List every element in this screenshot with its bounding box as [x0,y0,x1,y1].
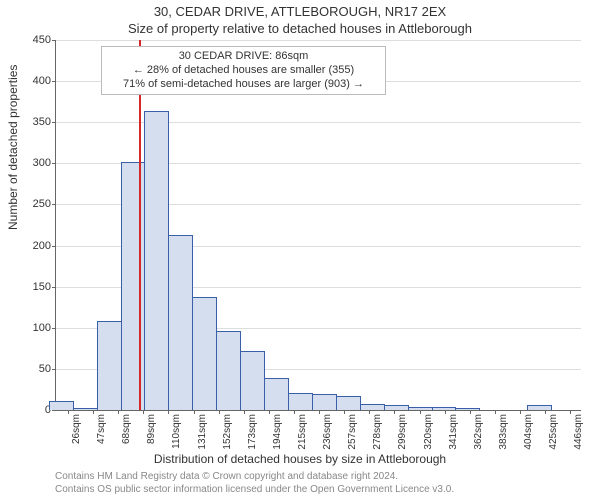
histogram-bar [49,401,74,410]
xtick-mark [470,410,471,414]
xtick-label: 173sqm [247,414,258,450]
plot-area: 05010015020025030035040045026sqm47sqm68s… [55,40,581,411]
histogram-bar [144,111,169,410]
xtick-mark [570,410,571,414]
ytick-label: 100 [33,322,51,334]
ytick-mark [52,81,56,82]
xtick-mark [495,410,496,414]
copyright-line-1: Contains HM Land Registry data © Crown c… [55,470,454,483]
ytick-mark [52,287,56,288]
xtick-mark [93,410,94,414]
chart-subtitle: Size of property relative to detached ho… [0,21,600,36]
xtick-label: 362sqm [473,414,484,450]
xtick-mark [545,410,546,414]
xtick-label: 278sqm [372,414,383,450]
ytick-label: 50 [39,363,51,375]
xtick-mark [219,410,220,414]
histogram-bar [97,321,122,410]
ytick-mark [52,410,56,411]
xtick-label: 257sqm [347,414,358,450]
xtick-label: 341sqm [448,414,459,450]
histogram-bar [312,394,337,410]
ytick-mark [52,369,56,370]
xtick-mark [445,410,446,414]
grid-line [56,122,581,123]
xtick-mark [420,410,421,414]
xtick-mark [369,410,370,414]
chart-container: 30, CEDAR DRIVE, ATTLEBOROUGH, NR17 2EX … [0,0,600,500]
ytick-mark [52,122,56,123]
annotation-line: ← 28% of detached houses are smaller (35… [108,64,379,78]
xtick-label: 152sqm [222,414,233,450]
xtick-mark [520,410,521,414]
annotation-box: 30 CEDAR DRIVE: 86sqm← 28% of detached h… [101,46,386,95]
xtick-label: 110sqm [171,414,182,449]
xtick-label: 446sqm [573,414,584,450]
ytick-mark [52,328,56,329]
ytick-label: 300 [33,157,51,169]
copyright-line-2: Contains OS public sector information li… [55,483,454,496]
histogram-bar [336,396,361,410]
y-axis-label: Number of detached properties [6,65,20,230]
xtick-mark [143,410,144,414]
annotation-line: 30 CEDAR DRIVE: 86sqm [108,50,379,64]
xtick-label: 131sqm [197,414,208,450]
histogram-bar [240,351,265,410]
ytick-mark [52,246,56,247]
xtick-mark [194,410,195,414]
ytick-mark [52,163,56,164]
xtick-label: 68sqm [121,414,132,444]
xtick-mark [269,410,270,414]
xtick-label: 320sqm [423,414,434,450]
histogram-bar [360,404,385,410]
histogram-bar [168,235,193,410]
x-axis-label: Distribution of detached houses by size … [0,452,600,466]
ytick-label: 350 [33,116,51,128]
chart-title: 30, CEDAR DRIVE, ATTLEBOROUGH, NR17 2EX [0,4,600,19]
xtick-mark [168,410,169,414]
grid-line [56,40,581,41]
ytick-label: 150 [33,281,51,293]
histogram-bar [216,331,241,410]
reference-marker [139,40,141,410]
xtick-label: 26sqm [71,414,82,444]
xtick-label: 383sqm [498,414,509,450]
xtick-label: 89sqm [146,414,157,444]
annotation-line: 71% of semi-detached houses are larger (… [108,78,379,92]
xtick-mark [394,410,395,414]
xtick-label: 47sqm [96,414,107,444]
histogram-bar [192,297,217,410]
histogram-bar [384,405,409,410]
ytick-label: 250 [33,198,51,210]
ytick-label: 450 [33,34,51,46]
xtick-label: 425sqm [548,414,559,450]
xtick-mark [344,410,345,414]
ytick-mark [52,40,56,41]
histogram-bar [264,378,289,410]
xtick-label: 215sqm [297,414,308,450]
xtick-mark [319,410,320,414]
histogram-bar [455,408,480,410]
histogram-bar [527,405,552,410]
xtick-label: 194sqm [272,414,283,450]
ytick-label: 200 [33,240,51,252]
histogram-bar [121,162,146,410]
ytick-mark [52,204,56,205]
xtick-mark [244,410,245,414]
histogram-bar [288,393,313,410]
xtick-mark [294,410,295,414]
ytick-label: 400 [33,75,51,87]
xtick-mark [118,410,119,414]
copyright-notice: Contains HM Land Registry data © Crown c… [55,470,454,496]
xtick-label: 236sqm [322,414,333,450]
xtick-label: 299sqm [397,414,408,450]
xtick-label: 404sqm [523,414,534,450]
xtick-mark [68,410,69,414]
